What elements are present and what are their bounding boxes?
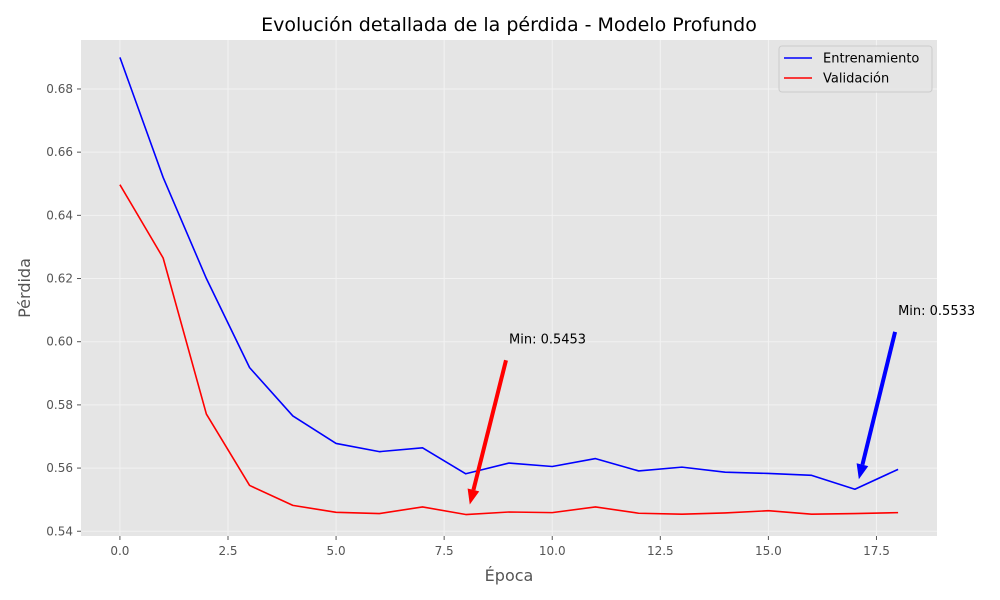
series-line-entrenamiento	[119, 57, 899, 491]
x-tick-label: 10.0	[539, 544, 566, 558]
y-tick-label: 0.60	[46, 335, 73, 349]
tick-labels: 0.0 2.5 5.0 7.5 10.0 12.5 15.0 17.5 0.54 0.56 0.58…	[46, 82, 890, 558]
plot-area	[81, 40, 937, 536]
y-tick-label: 0.66	[46, 145, 73, 159]
chart-title: Evolución detallada de la pérdida - Mode…	[261, 14, 757, 36]
y-tick-label: 0.62	[46, 272, 73, 286]
x-tick-label: 17.5	[863, 544, 890, 558]
y-tick-label: 0.54	[46, 524, 73, 538]
y-tick-label: 0.68	[46, 82, 73, 96]
annotation-label: Min: 0.5533	[898, 304, 975, 319]
legend-label: Entrenamiento	[823, 52, 919, 67]
x-tick-label: 15.0	[755, 544, 782, 558]
x-tick-label: 5.0	[327, 544, 346, 558]
x-tick-label: 12.5	[647, 544, 674, 558]
y-tick-label: 0.64	[46, 208, 73, 222]
y-axis-label: Pérdida	[15, 258, 34, 318]
x-tick-label: 2.5	[218, 544, 237, 558]
legend-box	[778, 45, 933, 93]
annotation-arrow-shaft	[860, 331, 898, 466]
annotation-label: Min: 0.5453	[509, 332, 586, 347]
annotations: Min: 0.5453 Min: 0.5533	[467, 304, 975, 505]
y-tick-label: 0.58	[46, 398, 73, 412]
x-axis-label: Época	[485, 566, 534, 585]
legend: Entrenamiento Validación	[778, 45, 933, 93]
annotation-arrow-head	[467, 488, 480, 505]
x-tick-label: 0.0	[110, 544, 129, 558]
legend-label: Validación	[823, 72, 889, 87]
annotation-arrow-shaft	[471, 359, 508, 491]
x-tick-label: 7.5	[435, 544, 454, 558]
series-lines	[119, 57, 899, 516]
annotation-arrow-head	[856, 463, 869, 480]
series-line-validacion	[119, 184, 899, 516]
grid-lines	[81, 40, 937, 536]
y-tick-label: 0.56	[46, 461, 73, 475]
